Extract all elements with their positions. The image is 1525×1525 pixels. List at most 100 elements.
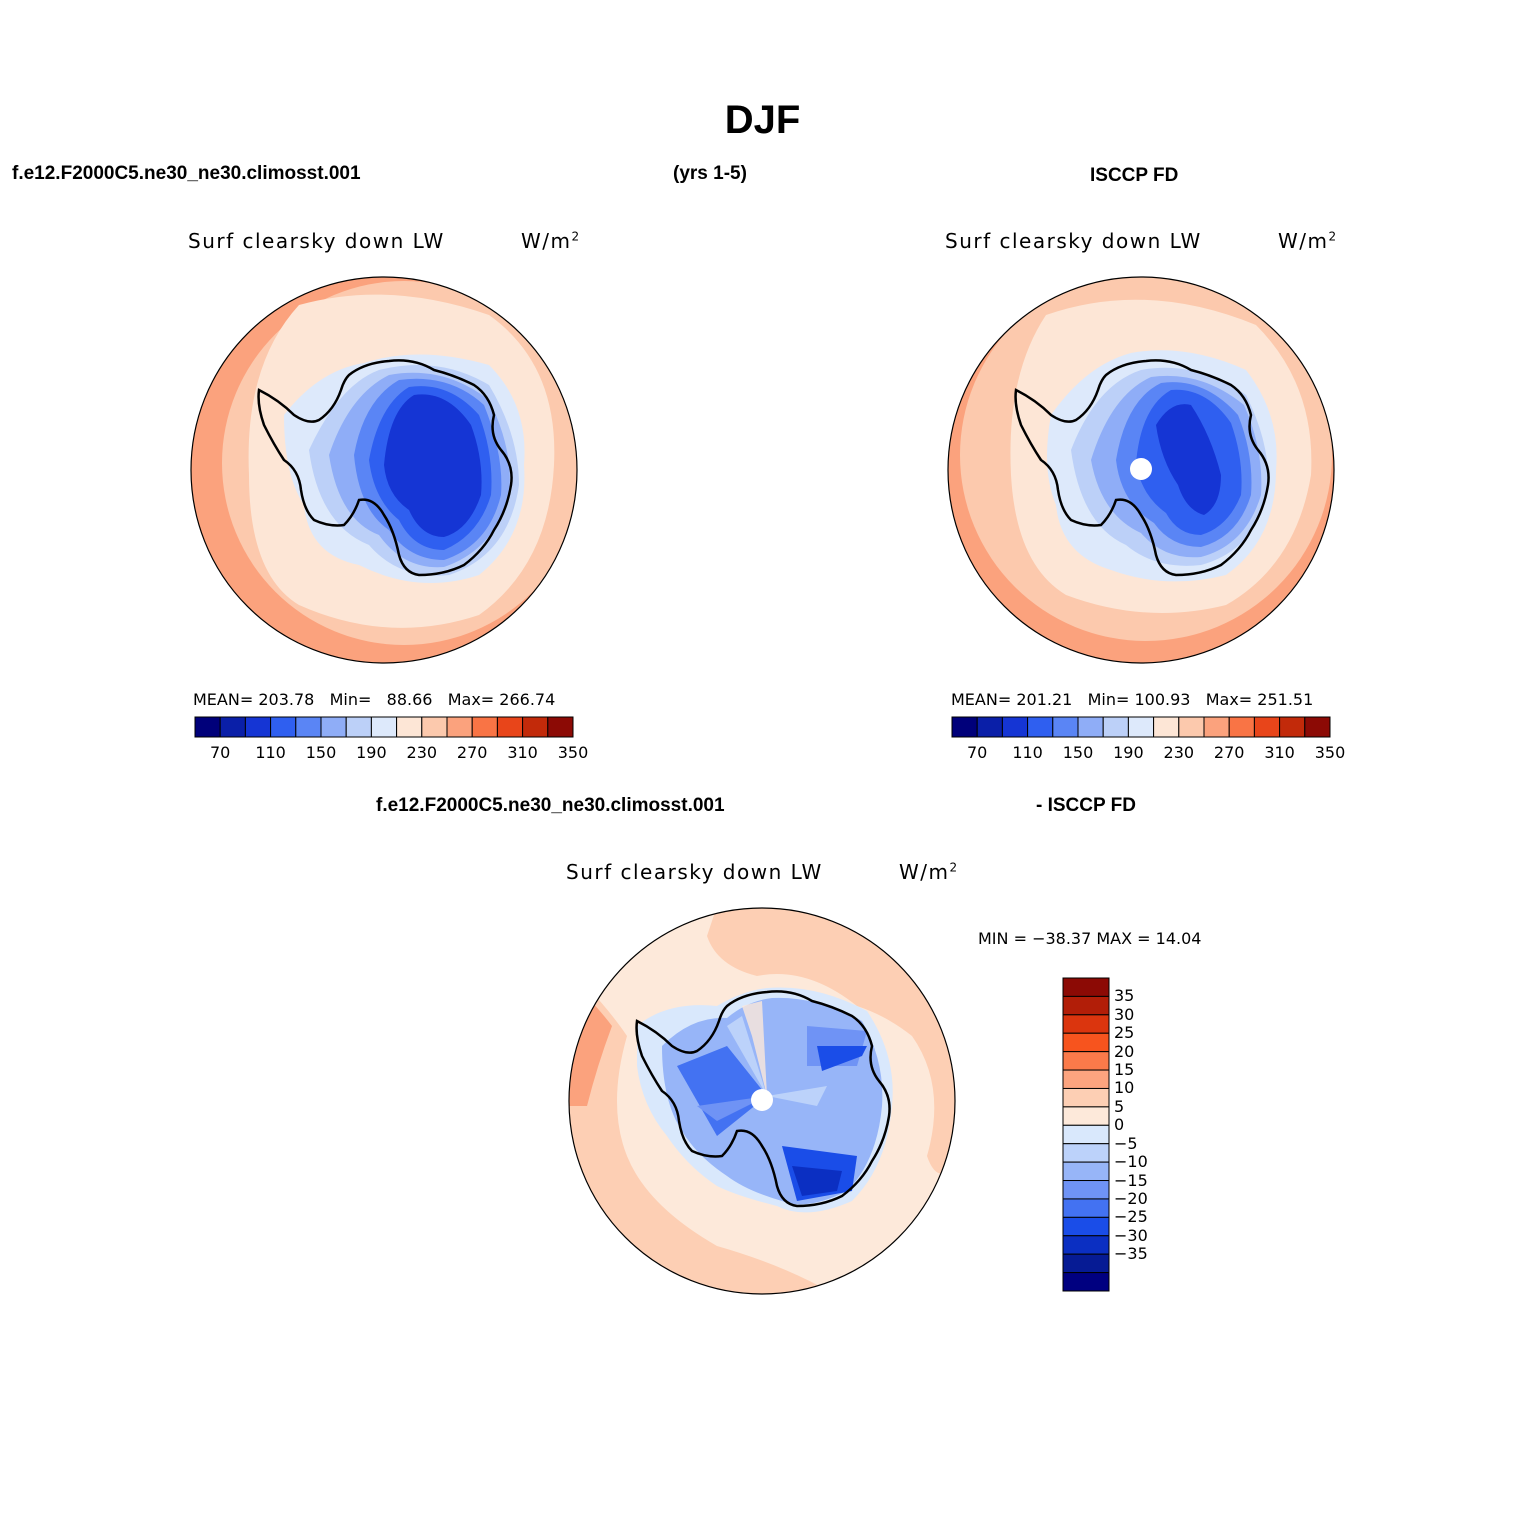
colorbar-tick-label: 310 [1264,743,1295,762]
colorbar-tick-label: 190 [356,743,387,762]
coastline [257,359,513,577]
colorbar-swatch [471,716,498,738]
colorbar-swatch [1062,977,1110,997]
panel-model-colorbar [194,716,574,738]
colorbar-swatch [1062,995,1110,1016]
colorbar-swatch [1178,716,1205,738]
panel-obs-variable: Surf clearsky down LW [945,229,1202,253]
colorbar-swatch [244,716,272,738]
colorbar-swatch [496,716,524,738]
colorbar-tick-label: 230 [1163,743,1195,762]
ice-level-5 [384,394,482,537]
colorbar-swatch [1062,1014,1110,1034]
colorbar-swatch [1062,1051,1110,1071]
colorbar-tick-label: −20 [1114,1188,1148,1208]
colorbar-swatch [1027,716,1054,738]
colorbar-swatch [1062,1087,1110,1108]
case-name-label: f.e12.F2000C5.ne30_ne30.climosst.001 [12,163,361,184]
panel-model-stats: MEAN= 203.78 Min= 88.66 Max= 266.74 [193,690,556,709]
pole-hole [1130,458,1152,480]
colorbar-tick-label: 10 [1114,1078,1135,1098]
colorbar-swatch [1062,1198,1110,1218]
colorbar-swatch [1062,1124,1110,1145]
panel-diff-units: W/m2 [899,860,959,884]
colorbar-swatch [951,716,978,738]
colorbar-swatch [446,716,473,738]
colorbar-swatch [1062,1272,1110,1292]
colorbar-swatch [1062,1069,1110,1089]
colorbar-swatch [547,716,574,738]
colorbar-swatch [1077,716,1104,738]
colorbar-swatch [370,716,398,738]
colorbar-tick-label: 5 [1114,1096,1125,1116]
colorbar-swatch [345,716,372,738]
panel-diff-stats: MIN = −38.37 MAX = 14.04 [978,929,1202,948]
colorbar-tick-label: −30 [1114,1225,1148,1245]
colorbar-swatch [1253,716,1281,738]
colorbar-tick-label: 30 [1114,1004,1135,1024]
colorbar-swatch [522,716,549,738]
colorbar-swatch [1062,1180,1110,1200]
panel-model-variable: Surf clearsky down LW [188,229,445,253]
colorbar-swatch [1228,716,1255,738]
diff-case-name-label: f.e12.F2000C5.ne30_ne30.climosst.001 [376,795,725,816]
colorbar-tick-label: 270 [1213,743,1245,762]
colorbar-tick-label: 70 [210,743,231,762]
panel-diff-variable: Surf clearsky down LW [566,860,823,884]
colorbar-swatch [1052,716,1079,738]
colorbar-swatch [1062,1235,1110,1255]
colorbar-tick-label: −5 [1114,1133,1138,1153]
panel-diff-colorbar [1062,977,1110,1292]
colorbar-swatch [194,716,221,738]
diff-obs-name-label: - ISCCP FD [1036,795,1136,816]
colorbar-swatch [976,716,1003,738]
colorbar-tick-label: 270 [456,743,488,762]
colorbar-swatch [1062,1216,1110,1237]
colorbar-tick-label: −10 [1114,1152,1148,1172]
colorbar-tick-label: 310 [507,743,538,762]
colorbar-tick-label: −25 [1114,1207,1148,1227]
colorbar-swatch [396,716,423,738]
colorbar-tick-label: 150 [305,743,337,762]
colorbar-tick-label: 15 [1114,1060,1135,1080]
panel-obs-stats: MEAN= 201.21 Min= 100.93 Max= 251.51 [951,690,1314,709]
years-label: (yrs 1-5) [673,163,747,184]
panel-diff-map [568,907,956,1295]
colorbar-tick-label: 110 [1012,743,1043,762]
colorbar-swatch [1304,716,1331,738]
colorbar-tick-label: 350 [1314,743,1346,762]
panel-model-map [190,276,578,664]
colorbar-swatch [270,716,297,738]
colorbar-swatch [1279,716,1306,738]
colorbar-swatch [1153,716,1180,738]
colorbar-tick-label: 190 [1113,743,1144,762]
colorbar-swatch [1062,1143,1110,1163]
colorbar-swatch [1062,1253,1110,1274]
obs-name-label: ISCCP FD [1090,165,1179,186]
colorbar-tick-label: 70 [967,743,988,762]
colorbar-tick-label: 150 [1062,743,1094,762]
colorbar-tick-label: 25 [1114,1023,1135,1043]
colorbar-tick-label: 110 [255,743,286,762]
main-title: DJF [724,98,801,142]
colorbar-tick-label: −15 [1114,1170,1148,1190]
colorbar-tick-label: 35 [1114,986,1135,1006]
colorbar-swatch [421,716,448,738]
colorbar-swatch [320,716,347,738]
panel-obs-map [947,276,1335,664]
map-border [190,276,578,664]
colorbar-swatch [1203,716,1230,738]
panel-model-units: W/m2 [521,229,581,253]
colorbar-swatch [1102,716,1129,738]
colorbar-tick-label: 230 [406,743,438,762]
colorbar-swatch [1062,1161,1110,1182]
colorbar-swatch [1062,1032,1110,1053]
panel-obs-colorbar [951,716,1331,738]
colorbar-tick-label: 350 [557,743,589,762]
colorbar-swatch [1127,716,1155,738]
colorbar-swatch [295,716,322,738]
colorbar-tick-label: 20 [1114,1041,1135,1061]
colorbar-tick-label: −35 [1114,1244,1148,1264]
panel-obs-units: W/m2 [1278,229,1338,253]
colorbar-swatch [219,716,246,738]
